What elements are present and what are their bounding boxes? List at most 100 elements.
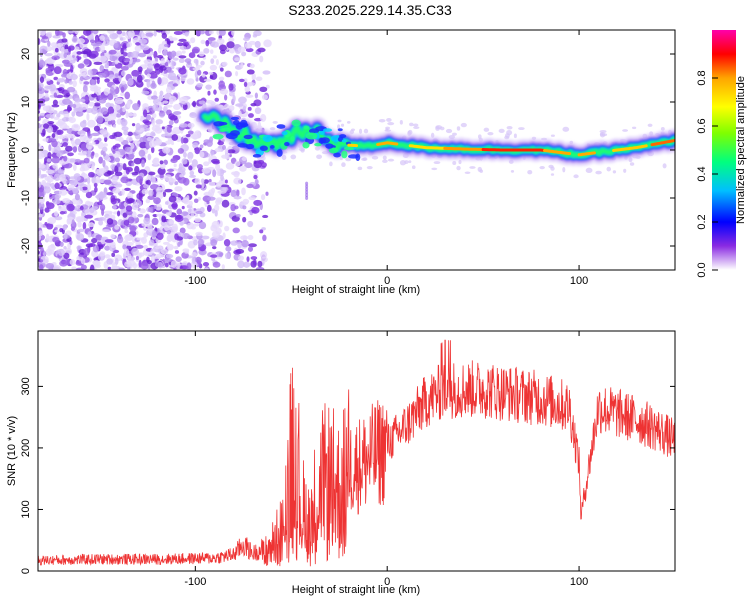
heat-cell (177, 176, 187, 184)
heat-cell (76, 217, 82, 223)
heat-cell (165, 254, 171, 259)
heat-cell (157, 76, 162, 85)
heat-cell (70, 73, 78, 81)
heat-cell (77, 221, 82, 228)
heat-cell (205, 84, 212, 90)
heat-cell (174, 181, 179, 186)
heat-cell (200, 39, 206, 45)
heat-cell (124, 146, 131, 153)
heat-cell (179, 265, 189, 270)
heat-cell (73, 30, 80, 35)
heat-cell (138, 193, 143, 201)
heat-cell (123, 57, 131, 62)
heat-cell (250, 256, 258, 260)
colorbar-tick-label: 0.8 (696, 70, 708, 85)
heat-cell (82, 119, 87, 124)
heat-cell (121, 126, 129, 131)
heat-cell (148, 239, 155, 246)
heat-cell (192, 135, 198, 140)
heat-cell (458, 159, 462, 165)
heat-cell (91, 132, 100, 137)
heat-cell (64, 48, 70, 53)
heat-cell (341, 162, 346, 168)
heat-cell (189, 170, 195, 176)
heat-cell (464, 171, 471, 174)
heat-cell (357, 166, 363, 171)
heat-cell (203, 161, 210, 167)
heat-cell (79, 76, 84, 82)
heat-cell (101, 208, 105, 216)
heat-cell (103, 179, 112, 185)
heat-cell (40, 174, 45, 179)
heat-cell (59, 52, 65, 59)
heat-cell (498, 128, 505, 134)
heat-cell (513, 133, 517, 139)
heat-cell (89, 264, 95, 270)
heat-cell (276, 149, 283, 157)
heat-cell (42, 105, 50, 111)
heat-cell (110, 234, 115, 239)
heat-cell (173, 245, 179, 250)
heat-cell (80, 205, 84, 211)
heat-cell (409, 122, 414, 127)
heat-core (443, 146, 485, 151)
heat-cell (259, 229, 264, 234)
heat-cell (168, 219, 175, 225)
heat-cell (83, 157, 90, 164)
heat-cell (253, 174, 258, 180)
heat-cell (90, 152, 94, 159)
heat-cell (469, 166, 476, 169)
heat-cell (225, 252, 231, 260)
heat-cell (114, 59, 119, 65)
heat-cell (244, 162, 253, 169)
heat-cell (212, 261, 221, 268)
heat-core (650, 138, 675, 147)
heat-cell (660, 127, 665, 131)
heat-cell (150, 131, 156, 137)
heat-cell (51, 104, 60, 108)
heat-cell (96, 115, 104, 124)
heat-cell (452, 132, 457, 136)
heat-cell (120, 176, 130, 184)
heat-cell (109, 113, 117, 117)
heat-cell (38, 110, 41, 114)
heat-cell (109, 134, 116, 140)
heat-cell (230, 240, 238, 246)
heat-cell (150, 255, 156, 264)
heat-cell (408, 160, 412, 164)
heat-cell (154, 126, 163, 134)
heat-cell (194, 178, 201, 185)
heat-cell (74, 193, 80, 201)
heat-cell (121, 188, 125, 196)
heat-cell (153, 157, 160, 162)
heat-cell (108, 49, 117, 55)
heat-cell (99, 128, 108, 135)
heat-cell (146, 79, 151, 88)
heat-cell (124, 187, 131, 191)
heat-cell (351, 128, 356, 132)
heat-cell (262, 214, 269, 219)
heat-cell (158, 94, 163, 102)
heat-cell (337, 128, 343, 132)
heat-cell (154, 138, 163, 146)
heat-cell (145, 180, 149, 185)
heat-cell (506, 125, 513, 130)
heat-cell (111, 90, 116, 96)
heat-cell (187, 122, 195, 128)
heat-cell (539, 165, 545, 170)
heat-cell (95, 234, 103, 241)
heat-cell (257, 260, 263, 268)
heat-cell (54, 30, 60, 37)
heat-cell (387, 122, 395, 126)
heat-cell (39, 76, 45, 84)
heat-cell (172, 83, 178, 87)
heat-cell (98, 156, 103, 164)
heat-cell (333, 152, 341, 158)
heat-cell (153, 204, 157, 210)
heat-cell (44, 207, 50, 213)
heat-cell (172, 126, 182, 135)
heat-cell (180, 262, 187, 266)
heat-cell (106, 218, 114, 225)
heat-cell (66, 203, 75, 212)
